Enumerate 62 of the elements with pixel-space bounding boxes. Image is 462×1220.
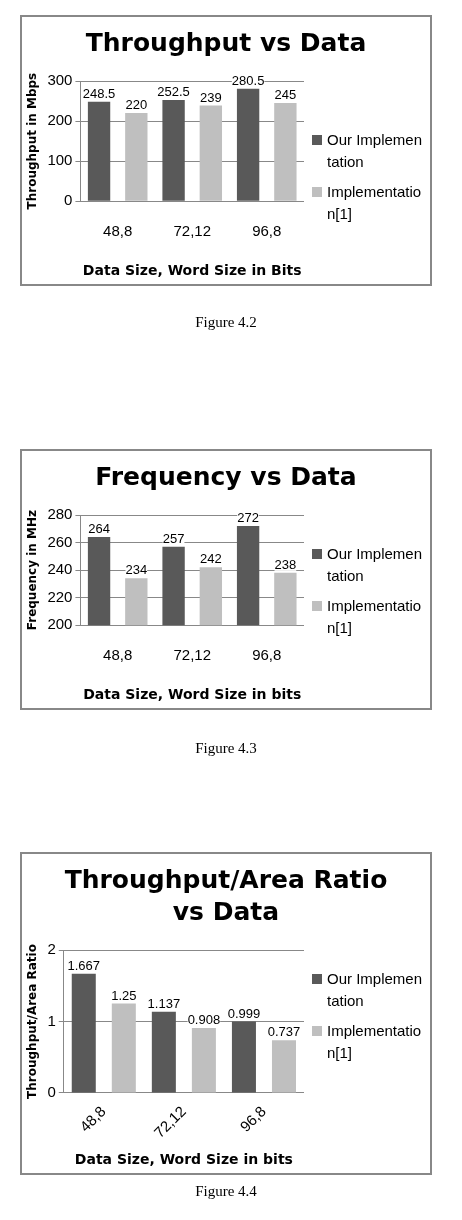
bar (231, 1021, 256, 1093)
x-tick-label: 96,8 (236, 1102, 270, 1135)
data-label: 1.137 (147, 995, 181, 1011)
y-tick-label: 0 (47, 1083, 56, 1101)
data-label: 1.25 (111, 987, 137, 1003)
legend-label: Implementation[1] (327, 596, 423, 638)
x-tick-label: 48,8 (103, 646, 133, 664)
data-label: 245 (274, 87, 297, 103)
y-tick-label: 100 (47, 151, 73, 169)
y-axis-title: Throughput/Area Ratio (25, 944, 40, 1099)
x-tick-label: 96,8 (252, 646, 282, 664)
x-axis-title: Data Size, Word Size in bits (74, 1151, 293, 1168)
x-tick-label: 48,8 (103, 222, 133, 240)
chart-title: Throughput vs Data (84, 27, 368, 59)
y-tick-label: 300 (47, 71, 73, 89)
y-tick-label: 0 (64, 191, 73, 209)
x-tick-label: 72,12 (173, 222, 211, 240)
bar (111, 1003, 136, 1093)
y-tick-label: 220 (47, 587, 73, 605)
data-label: 0.908 (187, 1012, 221, 1028)
data-label: 0.737 (267, 1024, 301, 1040)
data-label: 280.5 (231, 72, 265, 88)
y-tick-label: 260 (47, 532, 73, 550)
x-axis-title: Data Size, Word Size in bits (83, 686, 302, 703)
data-label: 252.5 (157, 84, 190, 100)
data-label: 272 (237, 510, 259, 526)
y-tick-label: 280 (47, 505, 73, 523)
x-tick-label: 48,8 (76, 1102, 109, 1135)
bar (271, 1040, 296, 1093)
data-label: 264 (88, 521, 110, 537)
data-label: 257 (162, 530, 185, 546)
y-tick-label: 200 (47, 615, 73, 633)
y-tick-label: 1 (47, 1011, 56, 1029)
y-tick-label: 200 (47, 111, 73, 129)
data-label: 1.667 (67, 957, 101, 973)
bar (151, 1011, 176, 1093)
data-label: 242 (199, 551, 222, 567)
data-label: 0.999 (227, 1005, 261, 1021)
caption: Figure 4.2 (194, 314, 258, 331)
legend-label: Implementation[1] (327, 1021, 423, 1063)
x-axis-title: Data Size, Word Size in Bits (82, 262, 302, 279)
data-label: 238 (274, 556, 297, 572)
chart-title: Throughput/Area Ratio vs Data (63, 864, 389, 928)
legend-label: Our Implementation (327, 544, 424, 586)
legend-label: Implementation[1] (327, 182, 423, 224)
legend-label: Our Implementation (327, 969, 424, 1011)
caption: Figure 4.4 (194, 1183, 258, 1200)
bar (71, 973, 96, 1093)
data-label: 234 (125, 562, 148, 578)
y-tick-label: 2 (47, 940, 56, 958)
data-label: 248.5 (82, 85, 116, 101)
y-tick-label: 240 (47, 560, 73, 578)
data-label: 239 (199, 89, 222, 105)
bar (191, 1028, 216, 1093)
y-axis-title: Frequency in MHz (25, 509, 40, 631)
data-label: 220 (125, 97, 148, 113)
caption: Figure 4.3 (194, 740, 258, 757)
x-tick-label: 96,8 (252, 222, 282, 240)
legend-label: Our Implementation (327, 130, 424, 172)
chart-title: Frequency vs Data (94, 461, 358, 493)
x-tick-label: 72,12 (173, 646, 211, 664)
y-axis-title: Throughput in Mbps (25, 72, 40, 210)
